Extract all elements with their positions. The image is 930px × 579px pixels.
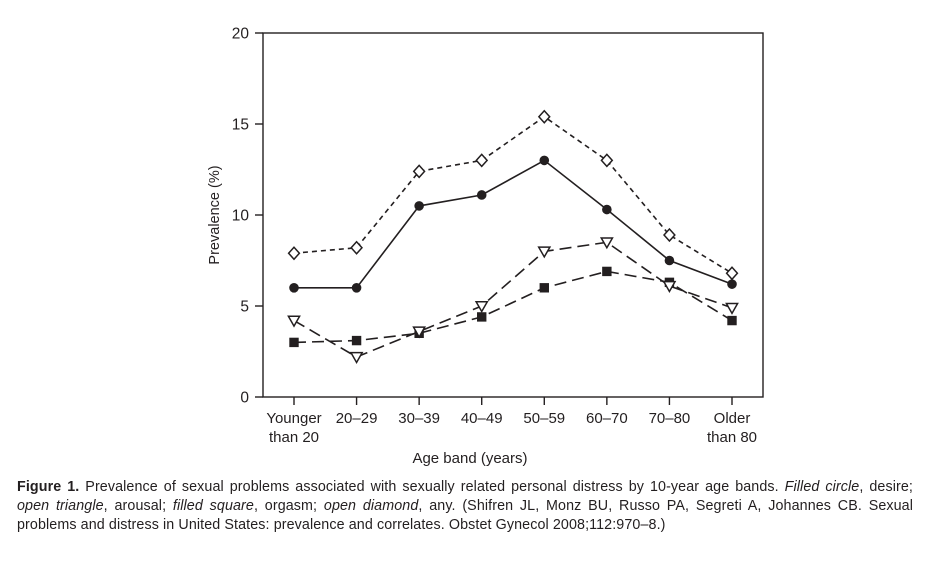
y-tick-label: 10	[232, 208, 250, 225]
y-tick-label: 0	[240, 390, 249, 407]
caption-legend-filled-circle: Filled circle	[784, 479, 860, 495]
caption-text-1: Prevalence of sexual problems associated…	[79, 479, 785, 495]
x-tick-label: Younger than 20	[266, 410, 321, 446]
prevalence-line-chart: 0 5 10 15 20 Younger than 20 20–29 30–39 40–49 50–…	[207, 26, 764, 467]
caption-text-2: , desire;	[859, 479, 913, 495]
y-tick-label: 15	[232, 117, 249, 134]
x-tick-label: 30–39	[398, 410, 440, 427]
series-line-desire	[294, 159, 733, 289]
x-tick-label: 70–80	[649, 410, 691, 427]
y-tick-label: 20	[232, 26, 250, 43]
series-markers-orgasm	[289, 266, 737, 348]
caption-text-5: , any. (Shifren JL, Monz BU, Russo PA, S…	[17, 498, 914, 533]
x-axis: Younger than 20 20–29 30–39 40–49 50–59 60–70 7…	[266, 397, 757, 446]
x-axis-title: Age band (years)	[412, 450, 527, 467]
series-line-arousal	[293, 241, 733, 358]
figure-caption: Figure 1. Prevalence of sexual problems …	[17, 478, 913, 535]
x-tick-label: 40–49	[461, 410, 503, 427]
plot-border	[262, 32, 764, 398]
caption-text-4: , orgasm;	[253, 498, 324, 514]
x-tick-label: 20–29	[336, 410, 378, 427]
caption-text-3: , arousal;	[103, 498, 173, 514]
x-tick-label: Older than 80	[707, 410, 757, 446]
series-markers-any	[287, 109, 739, 281]
series-line-any	[293, 115, 733, 274]
y-tick-label: 5	[240, 299, 249, 316]
y-axis-title: Prevalence (%)	[207, 165, 223, 264]
y-axis: 0 5 10 15 20	[232, 26, 263, 407]
series-markers-arousal	[287, 237, 739, 364]
caption-legend-open-triangle: open triangle	[17, 498, 104, 514]
series-markers-desire	[289, 155, 737, 293]
series-line-orgasm	[293, 270, 733, 344]
caption-legend-filled-square: filled square	[172, 498, 254, 514]
x-tick-label: 60–70	[586, 410, 628, 427]
x-tick-label: 50–59	[523, 410, 565, 427]
caption-legend-open-diamond: open diamond	[323, 498, 419, 514]
caption-figure-label: Figure 1.	[17, 479, 80, 495]
